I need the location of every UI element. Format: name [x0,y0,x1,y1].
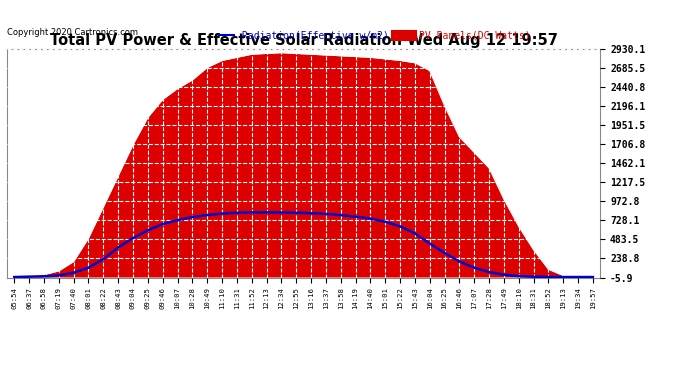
Title: Total PV Power & Effective Solar Radiation Wed Aug 12 19:57: Total PV Power & Effective Solar Radiati… [50,33,558,48]
Text: Copyright 2020 Cartronics.com: Copyright 2020 Cartronics.com [7,28,138,38]
Legend: Radiation(Effective w/m2), PV Panels(DC Watts): Radiation(Effective w/m2), PV Panels(DC … [215,26,534,44]
